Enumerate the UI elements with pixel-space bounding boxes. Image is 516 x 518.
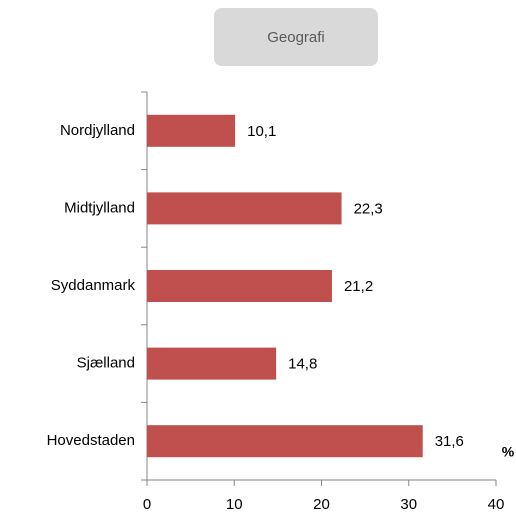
- bar: [147, 270, 332, 302]
- x-tick-label: 40: [488, 496, 505, 513]
- value-label: 21,2: [344, 278, 373, 295]
- x-tick-label: 30: [400, 496, 417, 513]
- bar: [147, 114, 236, 147]
- y-tick-label: Hovedstaden: [47, 432, 135, 449]
- x-tick-label: 10: [226, 496, 243, 513]
- value-label: 14,8: [288, 356, 317, 373]
- value-label: 22,3: [354, 200, 383, 217]
- x-tick-label: 0: [143, 496, 151, 513]
- value-label: 10,1: [247, 123, 276, 140]
- bar: [147, 192, 342, 225]
- y-tick-label: Midtjylland: [64, 199, 135, 216]
- title-box: [214, 8, 378, 66]
- y-tick-label: Syddanmark: [51, 277, 136, 294]
- x-axis-label: %: [502, 444, 515, 460]
- bar: [147, 347, 277, 380]
- value-label: 31,6: [435, 433, 464, 450]
- bar: [147, 425, 423, 458]
- y-tick-label: Nordjylland: [60, 122, 135, 139]
- y-tick-label: Sjælland: [77, 355, 135, 372]
- x-tick-label: 20: [313, 496, 330, 513]
- chart-title: Geografi: [267, 29, 325, 46]
